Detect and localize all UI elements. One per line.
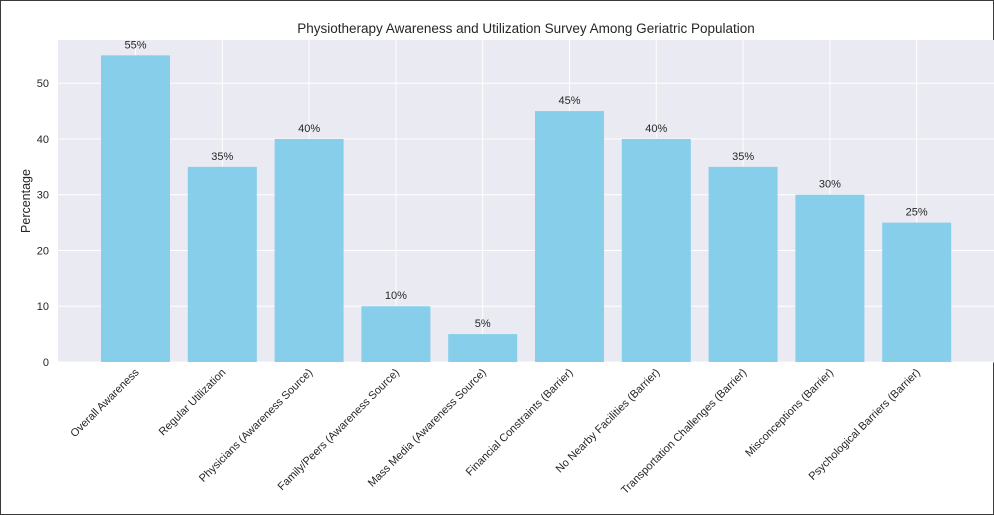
- y-tick-label: 10: [37, 301, 49, 313]
- y-tick-label: 20: [37, 245, 49, 257]
- data-label: 55%: [124, 39, 146, 51]
- y-axis-ticks: 0 10 20 30 40 50: [37, 78, 49, 369]
- x-axis-ticks: Overall Awareness Regular UtilizationPhys…: [68, 366, 922, 496]
- bar: [621, 138, 691, 362]
- y-tick-label: 0: [43, 357, 49, 369]
- x-tick-label: Regular Utilization: [157, 367, 229, 439]
- data-label: 10%: [385, 290, 407, 302]
- data-label: 40%: [645, 123, 667, 135]
- data-label: 25%: [906, 207, 928, 219]
- bar: [187, 166, 257, 362]
- bar: [274, 138, 344, 362]
- data-label: 35%: [732, 151, 754, 163]
- bar: [535, 111, 604, 362]
- bar: [101, 55, 170, 362]
- y-tick-label: 50: [37, 78, 49, 90]
- bar: [708, 166, 778, 362]
- bar: [361, 306, 431, 362]
- data-label: 45%: [558, 95, 580, 107]
- data-labels: 55% 35% 40% 10% 5% 45% 40% 35% 30% 25%: [124, 39, 927, 330]
- y-tick-label: 40: [37, 134, 49, 146]
- data-label: 30%: [819, 179, 841, 191]
- chart-title: Physiotherapy Awareness and Utilization …: [297, 21, 755, 36]
- bars: [101, 55, 952, 362]
- bar: [795, 194, 865, 362]
- data-label: 35%: [211, 151, 233, 163]
- x-tick-label: Overall Awareness: [68, 366, 142, 440]
- x-tick-label: No Nearby Facilities (Barrier): [554, 367, 663, 476]
- data-label: 40%: [298, 123, 320, 135]
- y-axis-label: Percentage: [19, 169, 33, 233]
- y-tick-label: 30: [37, 190, 49, 202]
- bar: [882, 222, 952, 362]
- bar: [448, 334, 518, 362]
- x-tick-label: Misconceptions (Barrier): [743, 367, 836, 460]
- data-label: 5%: [475, 318, 491, 330]
